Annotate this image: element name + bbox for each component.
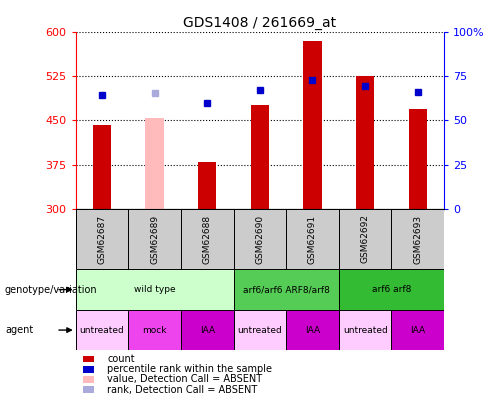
Bar xyxy=(251,104,269,209)
Text: IAA: IAA xyxy=(305,326,320,335)
Bar xyxy=(391,209,444,269)
Bar xyxy=(286,209,339,269)
Text: mock: mock xyxy=(142,326,167,335)
Text: untreated: untreated xyxy=(238,326,282,335)
Bar xyxy=(303,41,322,209)
Text: GSM62687: GSM62687 xyxy=(98,214,106,264)
Text: GSM62692: GSM62692 xyxy=(361,215,369,263)
Text: value, Detection Call = ABSENT: value, Detection Call = ABSENT xyxy=(107,375,263,384)
Text: GSM62691: GSM62691 xyxy=(308,214,317,264)
Bar xyxy=(339,209,391,269)
Bar xyxy=(76,269,234,310)
Text: GSM62693: GSM62693 xyxy=(413,214,422,264)
Bar xyxy=(339,269,444,310)
Bar xyxy=(181,209,234,269)
Text: GSM62689: GSM62689 xyxy=(150,214,159,264)
Text: genotype/variation: genotype/variation xyxy=(5,285,98,294)
Bar xyxy=(145,117,164,209)
Bar xyxy=(198,162,217,209)
Text: agent: agent xyxy=(5,325,33,335)
Bar xyxy=(76,209,128,269)
Bar xyxy=(76,310,128,350)
Bar xyxy=(339,310,391,350)
Text: count: count xyxy=(107,354,135,364)
Text: arf6 arf8: arf6 arf8 xyxy=(372,285,411,294)
Text: arf6/arf6 ARF8/arf8: arf6/arf6 ARF8/arf8 xyxy=(243,285,329,294)
Text: untreated: untreated xyxy=(80,326,124,335)
Title: GDS1408 / 261669_at: GDS1408 / 261669_at xyxy=(183,16,336,30)
Text: percentile rank within the sample: percentile rank within the sample xyxy=(107,364,272,374)
Bar xyxy=(234,209,286,269)
Bar xyxy=(391,310,444,350)
Bar xyxy=(93,125,111,209)
Text: IAA: IAA xyxy=(410,326,426,335)
Bar xyxy=(181,310,234,350)
Text: untreated: untreated xyxy=(343,326,387,335)
Text: rank, Detection Call = ABSENT: rank, Detection Call = ABSENT xyxy=(107,385,258,394)
Text: wild type: wild type xyxy=(134,285,175,294)
Text: GSM62690: GSM62690 xyxy=(255,214,264,264)
Text: IAA: IAA xyxy=(200,326,215,335)
Bar xyxy=(408,109,427,209)
Bar xyxy=(234,269,339,310)
Bar xyxy=(286,310,339,350)
Bar xyxy=(128,209,181,269)
Bar xyxy=(128,310,181,350)
Text: GSM62688: GSM62688 xyxy=(203,214,212,264)
Bar xyxy=(356,76,374,209)
Bar xyxy=(234,310,286,350)
